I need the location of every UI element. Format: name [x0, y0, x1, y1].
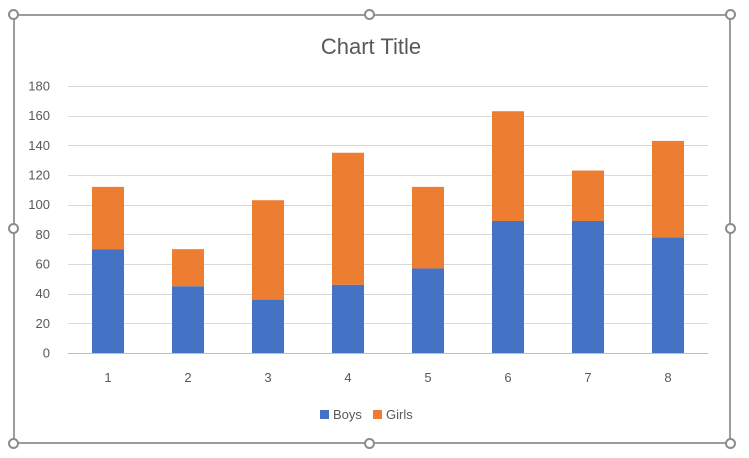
bar-girls-7[interactable] — [572, 170, 604, 221]
bar-boys-6[interactable] — [492, 220, 524, 353]
x-tick-label: 4 — [344, 370, 351, 385]
y-tick-label: 0 — [43, 346, 50, 361]
y-tick-label: 100 — [28, 197, 50, 212]
y-tick-label: 60 — [36, 257, 50, 272]
y-tick-label: 80 — [36, 227, 50, 242]
resize-handle-top-left[interactable] — [8, 9, 19, 20]
bar-girls-1[interactable] — [92, 186, 124, 250]
y-tick-label: 40 — [36, 286, 50, 301]
bar-boys-1[interactable] — [92, 249, 124, 353]
y-axis-tick-labels: 0 20 40 60 80 100 120 140 160 180 — [28, 79, 50, 361]
bar-boys-8[interactable] — [652, 237, 684, 353]
legend[interactable]: Boys Girls — [320, 407, 413, 422]
legend-label-boys: Boys — [333, 407, 362, 422]
y-tick-label: 180 — [28, 79, 50, 94]
legend-swatch-girls — [373, 410, 382, 419]
x-tick-label: 5 — [424, 370, 431, 385]
bar-girls-4[interactable] — [332, 152, 364, 285]
gridlines — [68, 86, 708, 354]
x-tick-label: 3 — [264, 370, 271, 385]
resize-handle-bottom-right[interactable] — [725, 438, 736, 449]
bar-girls-6[interactable] — [492, 111, 524, 221]
x-tick-label: 8 — [664, 370, 671, 385]
x-tick-label: 7 — [584, 370, 591, 385]
y-tick-label: 120 — [28, 168, 50, 183]
resize-handle-top-middle[interactable] — [364, 9, 375, 20]
x-tick-label: 6 — [504, 370, 511, 385]
resize-handle-bottom-middle[interactable] — [364, 438, 375, 449]
bar-girls-8[interactable] — [652, 140, 684, 238]
x-axis-tick-labels: 1 2 3 4 5 6 7 8 — [104, 370, 671, 385]
bar-boys-2[interactable] — [172, 286, 204, 353]
resize-handle-top-right[interactable] — [725, 9, 736, 20]
x-tick-label: 2 — [184, 370, 191, 385]
resize-handle-middle-left[interactable] — [8, 223, 19, 234]
legend-swatch-boys — [320, 410, 329, 419]
bar-girls-5[interactable] — [412, 186, 444, 269]
bars — [92, 111, 684, 353]
bar-boys-4[interactable] — [332, 284, 364, 353]
bar-boys-3[interactable] — [252, 299, 284, 353]
y-tick-label: 20 — [36, 316, 50, 331]
bar-girls-3[interactable] — [252, 200, 284, 300]
bar-boys-7[interactable] — [572, 220, 604, 353]
bar-boys-5[interactable] — [412, 268, 444, 353]
legend-label-girls: Girls — [386, 407, 413, 422]
bar-girls-2[interactable] — [172, 249, 204, 287]
resize-handle-middle-right[interactable] — [725, 223, 736, 234]
resize-handle-bottom-left[interactable] — [8, 438, 19, 449]
y-tick-label: 140 — [28, 138, 50, 153]
y-tick-label: 160 — [28, 108, 50, 123]
x-tick-label: 1 — [104, 370, 111, 385]
chart-title[interactable]: Chart Title — [321, 34, 421, 59]
